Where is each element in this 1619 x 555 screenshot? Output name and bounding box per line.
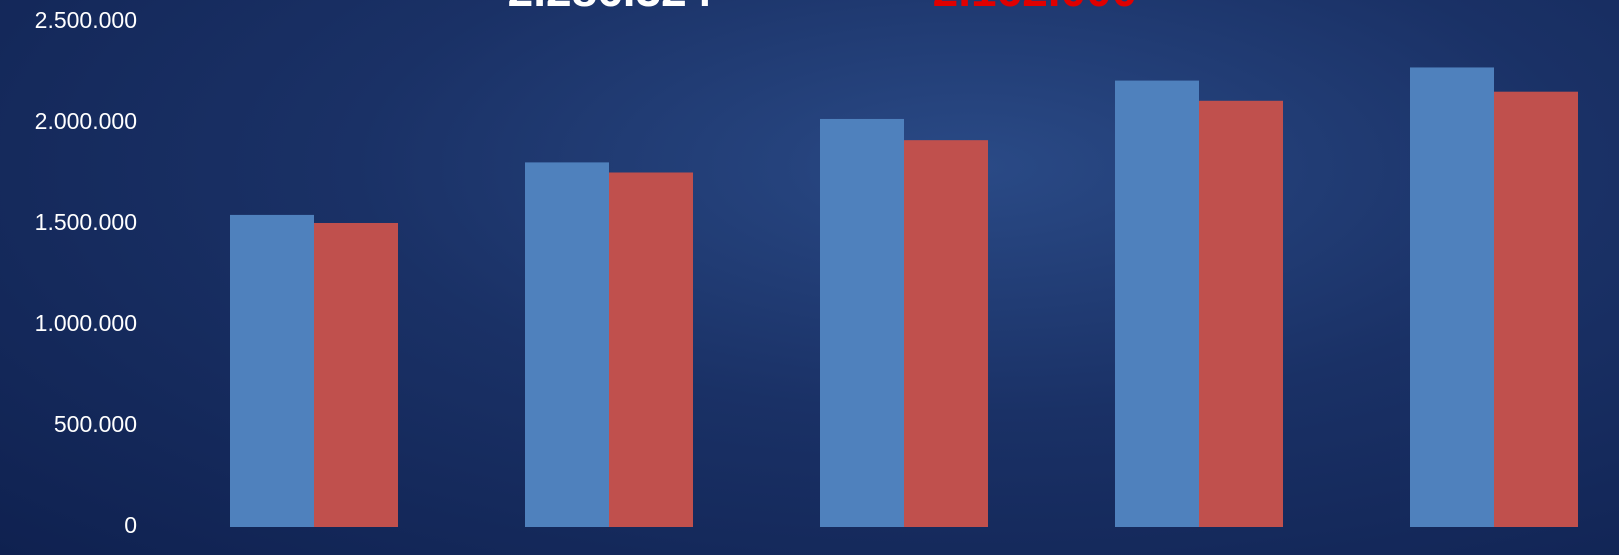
bar xyxy=(314,223,398,527)
bar xyxy=(820,119,904,527)
annotation: 2.286.324 xyxy=(508,0,713,16)
y-tick-label: 2.500.000 xyxy=(35,7,137,33)
bar xyxy=(230,215,314,527)
y-tick-label: 500.000 xyxy=(54,411,137,437)
y-tick-label: 1.000.000 xyxy=(35,310,137,336)
annotation: 2.162.000 xyxy=(933,0,1138,16)
bar xyxy=(525,162,609,527)
bar xyxy=(609,172,693,527)
bar xyxy=(1410,67,1494,527)
y-tick-label: 0 xyxy=(124,512,137,538)
chart: 0 500.000 1.000.000 1.500.000 2.000.000 2.500… xyxy=(0,0,1619,555)
page: 0 500.000 1.000.000 1.500.000 2.000.000 2.500… xyxy=(0,0,1619,555)
y-tick-label: 1.500.000 xyxy=(35,209,137,235)
bar xyxy=(1494,92,1578,527)
bar xyxy=(1199,101,1283,527)
bar xyxy=(904,140,988,527)
bar xyxy=(1115,81,1199,527)
y-tick-label: 2.000.000 xyxy=(35,108,137,134)
